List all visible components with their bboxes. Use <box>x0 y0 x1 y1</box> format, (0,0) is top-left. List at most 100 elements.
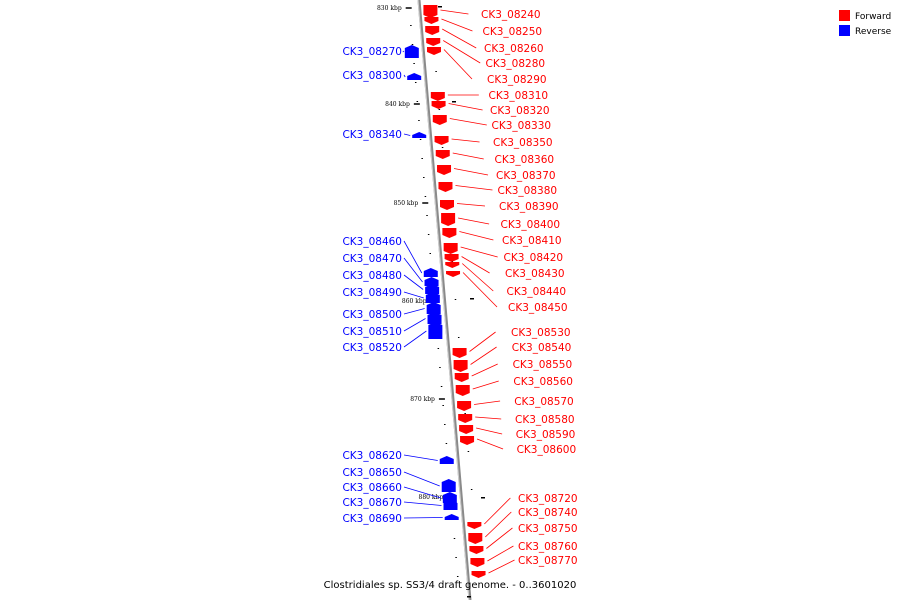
scale-dot <box>439 367 441 368</box>
forward-leader-line <box>451 138 480 143</box>
forward-leader-line <box>486 527 513 549</box>
reverse-leader-line <box>403 133 411 136</box>
reverse-gene-label: CK3_08460 <box>342 236 402 248</box>
forward-gene-label: CK3_08560 <box>513 376 573 388</box>
forward-gene-label: CK3_08740 <box>518 507 578 519</box>
tick-mark <box>481 497 485 499</box>
forward-leader-line <box>441 18 473 32</box>
forward-gene-shape <box>432 115 447 125</box>
tick-label: 860 kbp <box>402 298 427 305</box>
reverse-leader-line <box>403 74 406 78</box>
reverse-gene-label: CK3_08670 <box>342 497 402 509</box>
reverse-leader-line <box>403 257 423 283</box>
scale-dot <box>438 109 441 110</box>
forward-leader-line <box>484 497 511 525</box>
forward-leader-line <box>476 427 503 435</box>
scale-dot <box>440 386 443 387</box>
forward-gene-label: CK3_08570 <box>514 396 574 408</box>
forward-leader-line <box>448 103 483 111</box>
forward-gene-shape <box>443 243 458 254</box>
forward-gene-shape <box>426 38 441 46</box>
reverse-gene-label: CK3_08690 <box>342 513 402 525</box>
reverse-gene-shape <box>425 292 440 303</box>
reverse-gene-label: CK3_08650 <box>342 467 402 479</box>
tick-mark <box>438 6 442 8</box>
forward-leader-line <box>460 246 498 258</box>
forward-gene-shape <box>457 401 472 411</box>
forward-gene-label: CK3_08450 <box>508 302 568 314</box>
reverse-gene-shape <box>442 492 457 503</box>
genes-layer <box>404 5 486 578</box>
forward-gene-shape <box>442 228 457 238</box>
reverse-gene-label: CK3_08490 <box>342 287 402 299</box>
forward-leader-line <box>485 511 512 538</box>
reverse-gene-shape <box>443 500 458 510</box>
scale-dot <box>419 139 422 140</box>
reverse-gene-label: CK3_08340 <box>342 129 402 141</box>
tick-label: 880 kbp <box>419 494 444 501</box>
reverse-gene-shape <box>426 302 441 314</box>
forward-gene-shape <box>454 373 469 382</box>
forward-gene-label: CK3_08290 <box>487 74 547 86</box>
forward-leader-line <box>462 272 498 308</box>
forward-leader-line <box>470 346 497 365</box>
reverse-gene-label: CK3_08270 <box>342 46 402 58</box>
reverse-gene-shape <box>439 456 454 464</box>
forward-gene-label: CK3_08380 <box>498 185 558 197</box>
forward-gene-shape <box>437 165 452 175</box>
scale-dot <box>435 71 437 72</box>
legend-label-reverse: Reverse <box>855 27 892 37</box>
forward-gene-shape <box>426 47 441 55</box>
forward-leader-line <box>456 203 486 207</box>
forward-gene-shape <box>455 385 470 396</box>
tick-mark <box>470 298 474 300</box>
reverse-leader-line <box>403 517 443 519</box>
reverse-leader-line <box>403 274 424 290</box>
leader-lines <box>402 9 515 574</box>
scale-dot <box>426 215 428 216</box>
scale-dot <box>413 63 415 64</box>
forward-leader-line <box>471 363 498 377</box>
reverse-leader-line <box>403 471 440 487</box>
forward-gene-label: CK3_08320 <box>490 105 550 117</box>
forward-gene-shape <box>431 101 446 109</box>
reverse-gene-label: CK3_08520 <box>342 342 402 354</box>
forward-gene-label: CK3_08330 <box>492 120 552 132</box>
tick-label: 870 kbp <box>410 396 435 403</box>
forward-leader-line <box>459 231 494 241</box>
legend-swatch-forward <box>839 10 850 21</box>
forward-gene-shape <box>468 533 483 544</box>
forward-leader-line <box>469 331 496 352</box>
forward-leader-line <box>462 263 494 292</box>
forward-gene-shape <box>469 546 484 554</box>
scale-dot <box>421 158 423 159</box>
forward-gene-label: CK3_08280 <box>486 58 546 70</box>
forward-leader-line <box>487 545 514 562</box>
genome-caption: Clostridiales sp. SS3/4 draft genome. - … <box>324 580 577 591</box>
forward-gene-shape <box>430 92 445 101</box>
forward-gene-label: CK3_08250 <box>483 26 543 38</box>
reverse-gene-label: CK3_08510 <box>342 326 402 338</box>
forward-gene-shape <box>441 213 456 226</box>
forward-gene-label: CK3_08360 <box>495 154 555 166</box>
tick-label: 840 kbp <box>385 101 410 108</box>
forward-gene-shape <box>470 558 485 567</box>
reverse-gene-shape <box>404 45 419 58</box>
gene-labels: CK3_08240 CK3_08250 CK3_08260 CK3_08280 CK3_… <box>342 9 577 567</box>
scale-dot <box>453 538 456 539</box>
forward-leader-line <box>452 152 484 160</box>
forward-leader-line <box>476 438 504 450</box>
forward-gene-label: CK3_08750 <box>518 523 578 535</box>
forward-gene-shape <box>444 254 459 262</box>
forward-leader-line <box>443 40 481 64</box>
forward-gene-shape <box>435 150 450 159</box>
tick-label: 850 kbp <box>394 200 419 207</box>
forward-gene-shape <box>423 5 438 18</box>
forward-gene-label: CK3_08590 <box>516 429 576 441</box>
legend-swatch-reverse <box>839 25 850 36</box>
reverse-gene-shape <box>425 284 440 294</box>
reverse-gene-label: CK3_08620 <box>342 450 402 462</box>
forward-gene-shape <box>446 271 461 277</box>
forward-gene-label: CK3_08440 <box>507 286 567 298</box>
